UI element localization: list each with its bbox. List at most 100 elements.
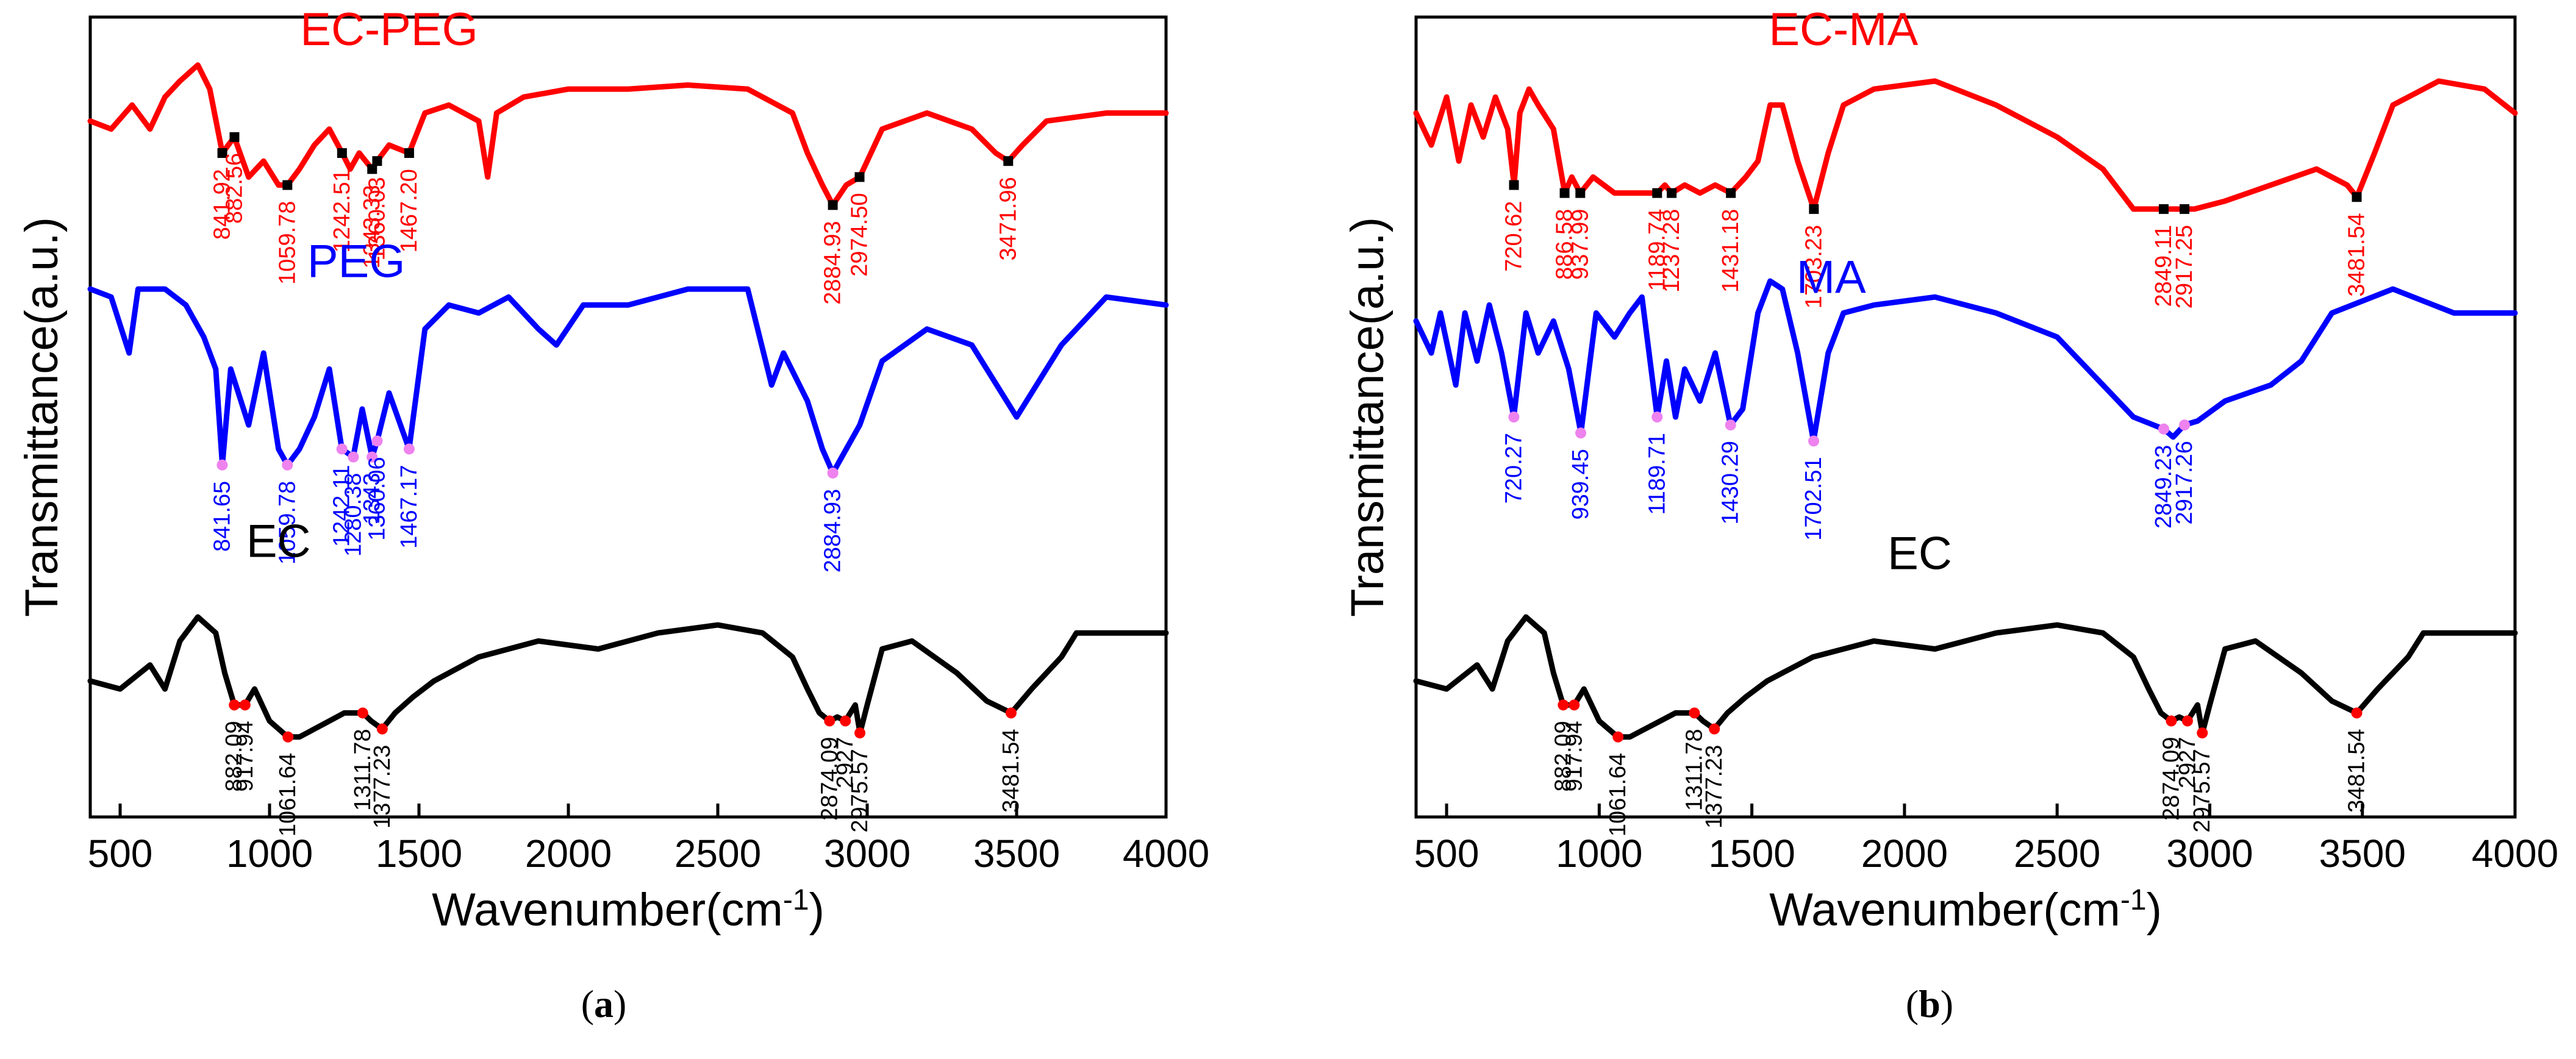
chart-a-y-axis-title: Transmittance(a.u.) xyxy=(16,217,68,617)
chart-a-peak-label-peg: 1280.38 xyxy=(340,473,366,557)
chart-a-peak-label-peg: 841.65 xyxy=(209,481,235,552)
chart-a-peak-label-ec: 1061.64 xyxy=(275,753,301,836)
chart-b-plot-frame xyxy=(1414,15,2517,819)
chart-a-peak-marker-peg xyxy=(282,459,293,471)
chart-b-panel-caption: (b) xyxy=(1906,982,1953,1025)
chart-a-peak-marker-ec xyxy=(239,699,251,711)
chart-a-peak-marker-peg xyxy=(348,451,359,463)
chart-a-peak-marker-ec xyxy=(824,715,835,727)
chart-a-peak-label-ec: 2927 xyxy=(832,737,858,789)
chart-b-peak-marker-ec-ma xyxy=(1652,188,1662,198)
chart-b-peak-label-ec-ma: 886.58 xyxy=(1552,209,1578,280)
chart-b-peak-label-ec: 2874.09 xyxy=(2158,737,2184,821)
chart-a-peak-marker-ec-peg xyxy=(217,148,227,159)
chart-a-x-axis-title: Wavenumber(cm-1) xyxy=(432,884,825,936)
chart-a-peak-label-ec: 1377.23 xyxy=(370,745,395,829)
chart-a-x-tick-label: 4000 xyxy=(1123,832,1209,875)
chart-b-peak-marker-ec xyxy=(2166,715,2177,727)
chart-a-peak-label-ec-peg: 841.92 xyxy=(210,169,235,240)
chart-b-x-tick-label: 1000 xyxy=(1556,832,1642,875)
chart-b-x-axis-title: Wavenumber(cm-1) xyxy=(1769,884,2162,936)
chart-b-x-tick-label: 3500 xyxy=(2319,832,2406,875)
chart-b-peak-label-ec: 882.09 xyxy=(1550,721,1576,791)
chart-a-peak-label-peg: 1360.06 xyxy=(364,457,390,540)
chart-b-peak-marker-ec xyxy=(1612,731,1624,743)
chart-a-peak-marker-peg xyxy=(403,443,415,455)
chart-a-peak-label-ec: 2874.09 xyxy=(817,737,842,821)
chart-a-peak-marker-ec-peg xyxy=(1003,156,1014,166)
chart-a-peak-label-peg: 1059.78 xyxy=(274,481,300,565)
chart-a-peak-marker-peg xyxy=(367,451,378,463)
chart-a-series-label-peg: PEG xyxy=(307,235,406,287)
chart-b-peak-label-ma: 1430.29 xyxy=(1718,441,1744,524)
chart-b-peak-label-ma: 720.27 xyxy=(1501,433,1526,504)
chart-a-x-tick-label: 1000 xyxy=(226,832,313,875)
chart-a-peak-label-ec-peg: 1360.03 xyxy=(364,177,390,260)
chart-b-peak-label-ec: 2975.57 xyxy=(2189,749,2215,832)
chart-b-peak-marker-ec xyxy=(2181,715,2193,727)
chart-b-peak-marker-ec xyxy=(1569,699,1580,711)
chart-b-series-line-ec xyxy=(1413,614,2518,740)
chart-b-peak-marker-ec xyxy=(2351,707,2363,719)
chart-b-peak-label-ec: 2927 xyxy=(2175,737,2200,789)
chart-b-y-axis-title: Transmittance(a.u.) xyxy=(1342,217,1394,617)
chart-b-peak-label-ec-ma: 1703.23 xyxy=(1801,225,1826,308)
chart-a-peak-label-ec-peg: 1242.51 xyxy=(329,169,355,252)
chart-a-panel-caption: (a) xyxy=(581,982,627,1025)
chart-b-series-label-ec-ma: EC-MA xyxy=(1769,4,1918,55)
chart-b-peak-label-ma: 2917.26 xyxy=(2172,441,2197,524)
chart-b-peak-label-ma: 1189.71 xyxy=(1644,433,1670,515)
chart-b-peak-label-ma: 1702.51 xyxy=(1801,457,1826,540)
chart-b-peak-label-ec: 1311.78 xyxy=(1681,729,1707,811)
chart-b-x-tick-label: 2000 xyxy=(1861,832,1948,875)
chart-panel-a: 500 1000 1500 2000 2500 3000 3500 4000 Wavenumbe… xyxy=(16,4,1209,1025)
chart-a-peak-label-ec: 917.94 xyxy=(232,721,258,791)
chart-a-peak-label-ec-peg: 2974.50 xyxy=(847,193,873,276)
chart-a-peak-label-peg: 1467.17 xyxy=(396,465,422,548)
chart-b-series-line-ec-ma xyxy=(1413,78,2518,212)
chart-b-peak-marker-ec xyxy=(1709,723,1720,735)
chart-a-x-tick-label: 3500 xyxy=(973,832,1060,875)
chart-b-peak-marker-ec-ma xyxy=(1726,188,1736,198)
chart-a-peak-label-ec: 3481.54 xyxy=(998,729,1024,812)
chart-b-peak-label-ec-ma: 3481.54 xyxy=(2344,213,2369,296)
chart-a-peak-marker-ec xyxy=(840,715,851,727)
chart-a-peak-marker-ec xyxy=(282,731,294,743)
chart-a-peak-label-ec-peg: 1467.20 xyxy=(396,169,422,252)
chart-b-series-label-ec: EC xyxy=(1887,527,1952,579)
chart-a-x-tick-label: 3000 xyxy=(824,832,911,875)
chart-b-peak-marker-ec-ma xyxy=(1559,188,1570,198)
chart-b-peak-marker-ec-ma xyxy=(2180,204,2190,214)
chart-a-peak-marker-peg xyxy=(371,435,383,447)
chart-a-peak-label-ec-peg: 2884.93 xyxy=(820,221,846,304)
chart-b-peak-marker-ec-ma xyxy=(2158,204,2169,214)
chart-b-peak-marker-ec-ma xyxy=(2352,192,2362,202)
chart-b-peak-marker-ec-ma xyxy=(1575,188,1586,198)
chart-a-peak-marker-ec-peg xyxy=(229,132,240,142)
chart-b-peak-marker-ec-ma xyxy=(1509,180,1519,190)
chart-b-peak-marker-ma xyxy=(1725,419,1736,431)
chart-a-series-line-ec xyxy=(87,614,1169,740)
chart-a-peak-label-ec-peg: 882.56 xyxy=(221,153,247,224)
chart-a-peak-marker-ec-peg xyxy=(372,156,382,166)
chart-a-peak-label-ec: 882.09 xyxy=(221,721,247,791)
chart-a-peak-label-peg: 1242.11 xyxy=(329,465,355,547)
chart-a-peak-marker-peg xyxy=(827,467,839,479)
chart-a-peak-marker-ec xyxy=(1005,707,1017,719)
chart-a-peak-marker-ec xyxy=(376,723,388,735)
chart-a-plot-frame xyxy=(88,15,1168,819)
chart-a-peak-marker-ec-peg xyxy=(367,164,377,174)
chart-a-peak-marker-peg xyxy=(336,443,348,455)
chart-a-peak-marker-ec-peg xyxy=(404,148,414,159)
chart-a-series-label-ec: EC xyxy=(246,516,311,568)
chart-b-peak-marker-ma xyxy=(1651,412,1663,423)
chart-b-peak-label-ec: 917.94 xyxy=(1561,721,1587,791)
chart-b-peak-marker-ma xyxy=(1808,435,1819,447)
chart-b-series-label-ma: MA xyxy=(1797,252,1866,304)
chart-b-peak-marker-ec xyxy=(1558,699,1569,711)
chart-a-peak-marker-ec-peg xyxy=(828,200,838,210)
chart-a-peak-marker-ec xyxy=(229,699,240,711)
chart-a-peak-label-ec-peg: 3471.96 xyxy=(995,177,1021,260)
chart-a-peak-label-ec-peg: 1059.78 xyxy=(274,201,300,285)
chart-a-peak-label-peg: 1343 xyxy=(359,473,385,525)
